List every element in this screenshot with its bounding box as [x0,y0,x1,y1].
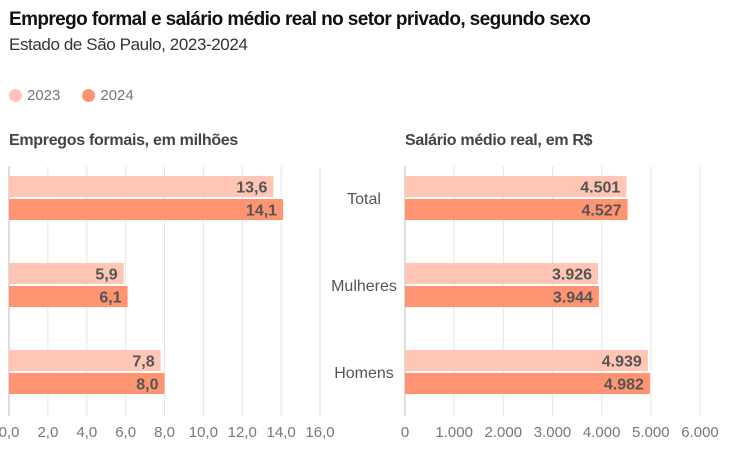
right-panel-title: Salário médio real, em R$ [405,132,593,149]
left-x-tick-label-5: 10,0 [189,424,218,441]
legend-item-2024: 2024 [82,87,134,104]
legend-swatch-2023 [9,89,22,102]
category-label-mulheres: Mulheres [331,278,397,295]
right-bar-mulheres-2024 [405,286,599,307]
left-data-label-total-2023: 13,6 [236,180,267,197]
right-data-label-homens-2023: 4.939 [602,354,642,371]
right-data-label-total-2023: 4.501 [580,180,620,197]
right-bar-homens-2024 [405,373,650,394]
right-data-label-total-2024: 4.527 [582,203,622,220]
category-label-homens: Homens [334,365,394,382]
legend-label-2024: 2024 [100,87,134,104]
left-data-label-mulheres-2023: 5,9 [95,267,117,284]
left-x-tick-label-1: 2,0 [37,424,58,441]
left-data-label-homens-2023: 7,8 [132,354,154,371]
right-x-tick-label-4: 4.000 [583,424,621,441]
left-x-tick-label-2: 4,0 [76,424,97,441]
right-data-label-homens-2024: 4.982 [604,377,644,394]
left-data-label-homens-2024: 8,0 [136,377,158,394]
right-data-label-mulheres-2023: 3.926 [552,267,592,284]
chart-subtitle: Estado de São Paulo, 2023-2024 [9,35,248,54]
right-bar-total-2023 [405,176,627,197]
legend-item-2023: 2023 [9,87,60,104]
right-x-tick-label-3: 3.000 [534,424,572,441]
left-bar-homens-2024 [9,373,165,394]
left-data-label-mulheres-2024: 6,1 [99,290,121,307]
right-x-tick-label-5: 5.000 [632,424,670,441]
right-bar-total-2024 [405,199,628,220]
right-bar-homens-2023 [405,350,648,371]
left-x-tick-label-6: 12,0 [228,424,257,441]
legend-swatch-2024 [82,89,96,102]
right-x-tick-label-1: 1.000 [435,424,473,441]
right-x-tick-label-0: 0 [401,424,409,441]
right-bar-mulheres-2023 [405,263,599,284]
left-bar-total-2024 [9,199,284,220]
right-x-tick-label-2: 2.000 [485,424,523,441]
left-x-tick-label-3: 6,0 [115,424,136,441]
legend-label-2023: 2023 [27,87,61,104]
left-x-tick-label-7: 14,0 [267,424,296,441]
right-x-tick-label-6: 6.000 [681,424,719,441]
category-label-total: Total [347,191,381,208]
legend: 2023 2024 [9,87,156,104]
left-x-tick-label-8: 16,0 [305,424,334,441]
left-bar-total-2023 [9,176,274,197]
left-bar-mulheres-2023 [9,263,124,284]
left-bar-homens-2023 [9,350,161,371]
left-panel-title: Empregos formais, em milhões [9,132,239,149]
right-data-label-mulheres-2024: 3.944 [553,290,593,307]
left-x-tick-label-0: 0,0 [0,424,19,441]
left-x-tick-label-4: 8,0 [154,424,175,441]
left-bar-mulheres-2024 [9,286,128,307]
chart-title: Emprego formal e salário médio real no s… [9,9,591,30]
left-data-label-total-2024: 14,1 [246,203,277,220]
